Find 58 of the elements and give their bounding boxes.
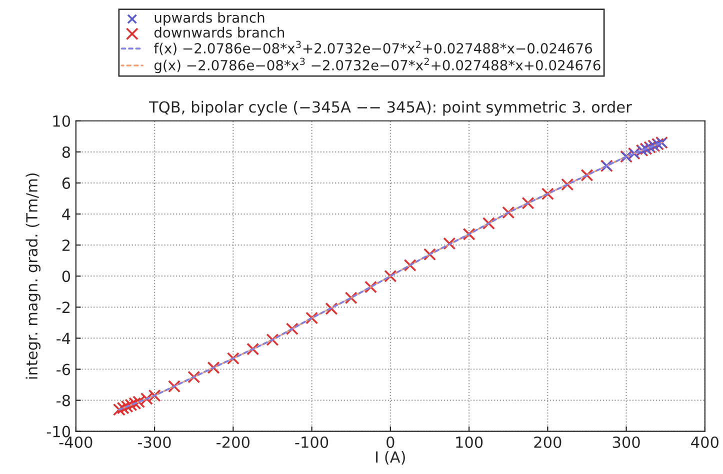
point <box>325 302 338 315</box>
y-tick-label: 10 <box>53 115 70 127</box>
x-axis-title: I (A) <box>376 451 405 465</box>
point <box>502 206 515 219</box>
point <box>364 280 378 294</box>
point <box>384 270 397 282</box>
point <box>482 217 495 230</box>
y-tick-label: -2 <box>56 302 70 313</box>
point <box>148 389 161 402</box>
point <box>168 380 180 393</box>
legend-label: f(x) −2.0786e−08*x$^{3}$+2.0732e−07*x$^{2}$+0.027488*x−0.024676 <box>154 40 592 56</box>
point <box>462 228 476 240</box>
point <box>140 392 153 406</box>
y-tick-label: 6 <box>62 177 70 189</box>
point <box>112 403 126 416</box>
y-tick-label: 4 <box>62 208 70 220</box>
y-tick-label: -6 <box>56 364 70 376</box>
point <box>306 312 318 324</box>
y-tick-label: -10 <box>46 426 70 438</box>
x-tick-label: -200 <box>216 436 250 448</box>
x-tick-label: 200 <box>534 436 562 448</box>
point <box>128 397 142 410</box>
y-tick-label: 8 <box>62 146 70 158</box>
point <box>423 248 436 261</box>
legend-label: upwards branch <box>154 12 264 26</box>
point <box>132 396 146 408</box>
x-tick-label: -300 <box>138 436 171 448</box>
point <box>404 258 416 272</box>
point <box>580 168 594 182</box>
point <box>188 370 200 384</box>
point <box>116 402 130 414</box>
y-axis-title: integr. magn. grad. (Tm/m) <box>26 173 41 379</box>
y-tick-label: 0 <box>62 270 70 282</box>
point <box>207 361 220 374</box>
point <box>286 322 298 336</box>
point <box>443 237 456 250</box>
point <box>266 333 279 346</box>
legend-label: downwards branch <box>154 26 284 38</box>
y-tick-label: 2 <box>62 240 70 251</box>
y-tick-label: -8 <box>56 394 70 406</box>
x-tick-label: 100 <box>456 436 483 448</box>
x-tick-label: 400 <box>691 436 718 448</box>
chart-title: TQB, bipolar cycle (−345A −− 345A): point symmetric 3. order <box>148 100 632 116</box>
point <box>124 398 138 412</box>
point <box>344 292 358 304</box>
point <box>561 178 574 191</box>
x-tick-label: 0 <box>386 436 394 448</box>
x-tick-label: -100 <box>295 436 328 448</box>
point <box>541 188 554 200</box>
y-tick-label: -4 <box>56 332 70 344</box>
point <box>522 196 534 210</box>
legend-label: g(x) −2.0786e−08*x$^{3}$ −2.0732e−07*x$^{2}$+0.027488*x+0.024676 <box>154 58 600 74</box>
line-series <box>118 142 663 411</box>
point <box>226 352 240 365</box>
point <box>246 342 260 356</box>
x-tick-label: -400 <box>59 436 92 448</box>
x-tick-label: 300 <box>612 436 640 448</box>
point <box>120 400 134 413</box>
